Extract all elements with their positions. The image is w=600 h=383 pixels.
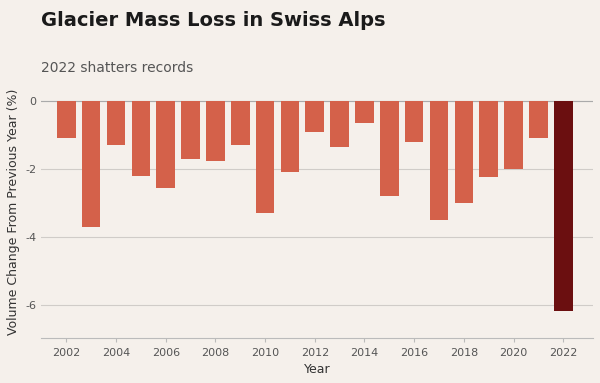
Bar	[181, 101, 200, 159]
Bar	[430, 101, 448, 220]
Bar	[256, 101, 274, 213]
Bar	[504, 101, 523, 169]
Bar	[82, 101, 100, 227]
Bar	[455, 101, 473, 203]
Bar	[157, 101, 175, 188]
Bar	[305, 101, 324, 132]
Bar	[231, 101, 250, 145]
Text: 2022 shatters records: 2022 shatters records	[41, 61, 194, 75]
Bar	[380, 101, 398, 196]
Bar	[206, 101, 225, 160]
Bar	[131, 101, 150, 176]
X-axis label: Year: Year	[304, 363, 331, 376]
Text: Glacier Mass Loss in Swiss Alps: Glacier Mass Loss in Swiss Alps	[41, 11, 386, 31]
Bar	[331, 101, 349, 147]
Bar	[57, 101, 76, 139]
Y-axis label: Volume Change From Previous Year (%): Volume Change From Previous Year (%)	[7, 88, 20, 335]
Bar	[529, 101, 548, 139]
Bar	[281, 101, 299, 172]
Bar	[107, 101, 125, 145]
Bar	[405, 101, 424, 142]
Bar	[554, 101, 572, 311]
Bar	[479, 101, 498, 177]
Bar	[355, 101, 374, 123]
